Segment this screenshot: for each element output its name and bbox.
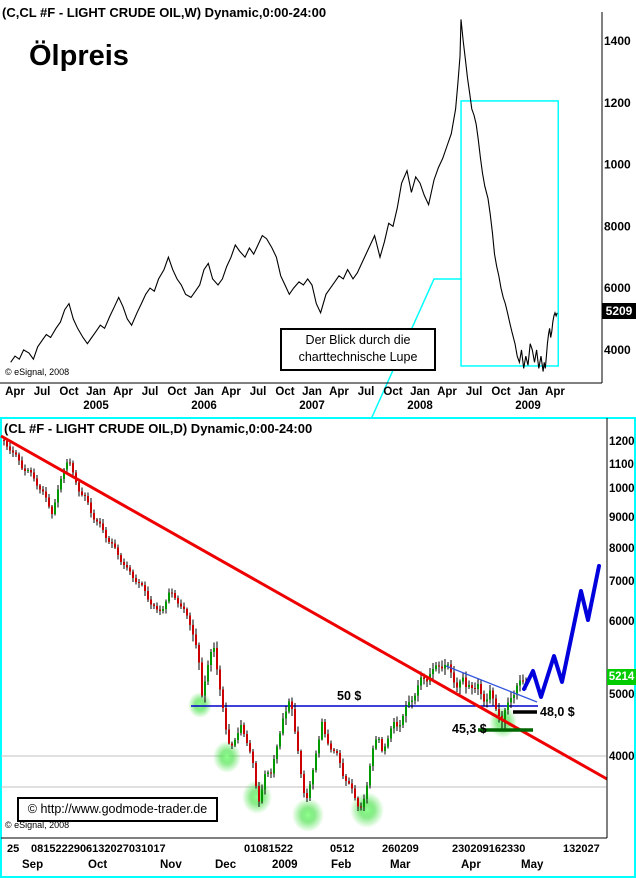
daily-chart-title: (CL #F - LIGHT CRUDE OIL,D) Dynamic,0:00… [4, 421, 313, 436]
svg-text:1400: 1400 [604, 34, 631, 48]
svg-text:4000: 4000 [604, 343, 631, 357]
svg-text:May: May [521, 859, 544, 871]
svg-text:Apr: Apr [113, 386, 133, 398]
svg-text:Oct: Oct [491, 386, 510, 398]
svg-text:1100: 1100 [609, 459, 634, 471]
svg-text:Apr: Apr [437, 386, 457, 398]
svg-text:Mar: Mar [390, 859, 411, 871]
weekly-price-badge: 5209 [602, 303, 636, 319]
svg-text:6000: 6000 [609, 616, 635, 628]
oelpreis-heading: Ölpreis [29, 40, 129, 72]
svg-text:Apr: Apr [5, 386, 25, 398]
svg-text:25: 25 [7, 843, 19, 855]
svg-text:9000: 9000 [609, 512, 635, 524]
zoom-annotation-line2: charttechnische Lupe [298, 350, 418, 364]
svg-text:2005: 2005 [83, 400, 109, 412]
svg-text:7000: 7000 [609, 576, 635, 588]
svg-text:Jul: Jul [142, 386, 159, 398]
svg-text:1200: 1200 [609, 436, 635, 448]
svg-text:Dec: Dec [215, 859, 237, 871]
daily-price-badge: 5214 [607, 669, 636, 685]
zoom-annotation-box: Der Blick durch die charttechnische Lupe [280, 328, 436, 371]
svg-text:Apr: Apr [461, 859, 481, 871]
svg-text:2009: 2009 [272, 859, 298, 871]
svg-text:2007: 2007 [299, 400, 325, 412]
svg-text:0815222906132027031017: 0815222906132027031017 [31, 843, 166, 855]
svg-text:230209162330: 230209162330 [452, 843, 525, 855]
svg-text:6000: 6000 [604, 281, 631, 295]
svg-text:Jan: Jan [410, 386, 430, 398]
svg-text:Oct: Oct [275, 386, 294, 398]
svg-text:Nov: Nov [160, 859, 182, 871]
svg-text:Oct: Oct [88, 859, 107, 871]
godmode-watermark: © http://www.godmode-trader.de [17, 797, 218, 822]
svg-text:Apr: Apr [329, 386, 349, 398]
svg-text:Jul: Jul [466, 386, 483, 398]
svg-text:2009: 2009 [515, 400, 541, 412]
svg-text:Jan: Jan [518, 386, 538, 398]
svg-text:1200: 1200 [604, 96, 631, 110]
svg-text:Sep: Sep [22, 859, 43, 871]
svg-text:Oct: Oct [59, 386, 78, 398]
svg-text:132027: 132027 [563, 843, 600, 855]
forty-eight-dollar-label: 48,0 $ [540, 705, 575, 719]
svg-text:8000: 8000 [604, 219, 631, 233]
svg-text:1000: 1000 [604, 158, 631, 172]
fifty-dollar-label: 50 $ [337, 689, 362, 703]
svg-text:0512: 0512 [330, 843, 354, 855]
svg-text:1000: 1000 [609, 483, 635, 495]
svg-text:2008: 2008 [407, 400, 433, 412]
svg-text:260209: 260209 [382, 843, 419, 855]
svg-text:Jan: Jan [302, 386, 322, 398]
svg-text:Jul: Jul [34, 386, 51, 398]
svg-text:2006: 2006 [191, 400, 217, 412]
svg-text:5000: 5000 [609, 689, 635, 701]
forty-five-dollar-label: 45,3 $ [452, 722, 487, 736]
svg-text:Feb: Feb [331, 859, 351, 871]
esignal-copyright-daily: © eSignal, 2008 [5, 820, 70, 830]
svg-text:Jul: Jul [250, 386, 267, 398]
svg-text:Jan: Jan [86, 386, 106, 398]
svg-text:Oct: Oct [167, 386, 186, 398]
svg-text:8000: 8000 [609, 543, 635, 555]
esignal-copyright-weekly: © eSignal, 2008 [5, 367, 70, 377]
svg-text:Apr: Apr [545, 386, 565, 398]
zoom-annotation-line1: Der Blick durch die [305, 333, 411, 347]
svg-text:Apr: Apr [221, 386, 241, 398]
svg-text:Jul: Jul [358, 386, 375, 398]
weekly-chart-title: (C,CL #F - LIGHT CRUDE OIL,W) Dynamic,0:… [2, 5, 327, 20]
svg-text:01081522: 01081522 [244, 843, 293, 855]
svg-text:4000: 4000 [609, 751, 635, 763]
svg-text:Oct: Oct [383, 386, 402, 398]
svg-text:Jan: Jan [194, 386, 214, 398]
